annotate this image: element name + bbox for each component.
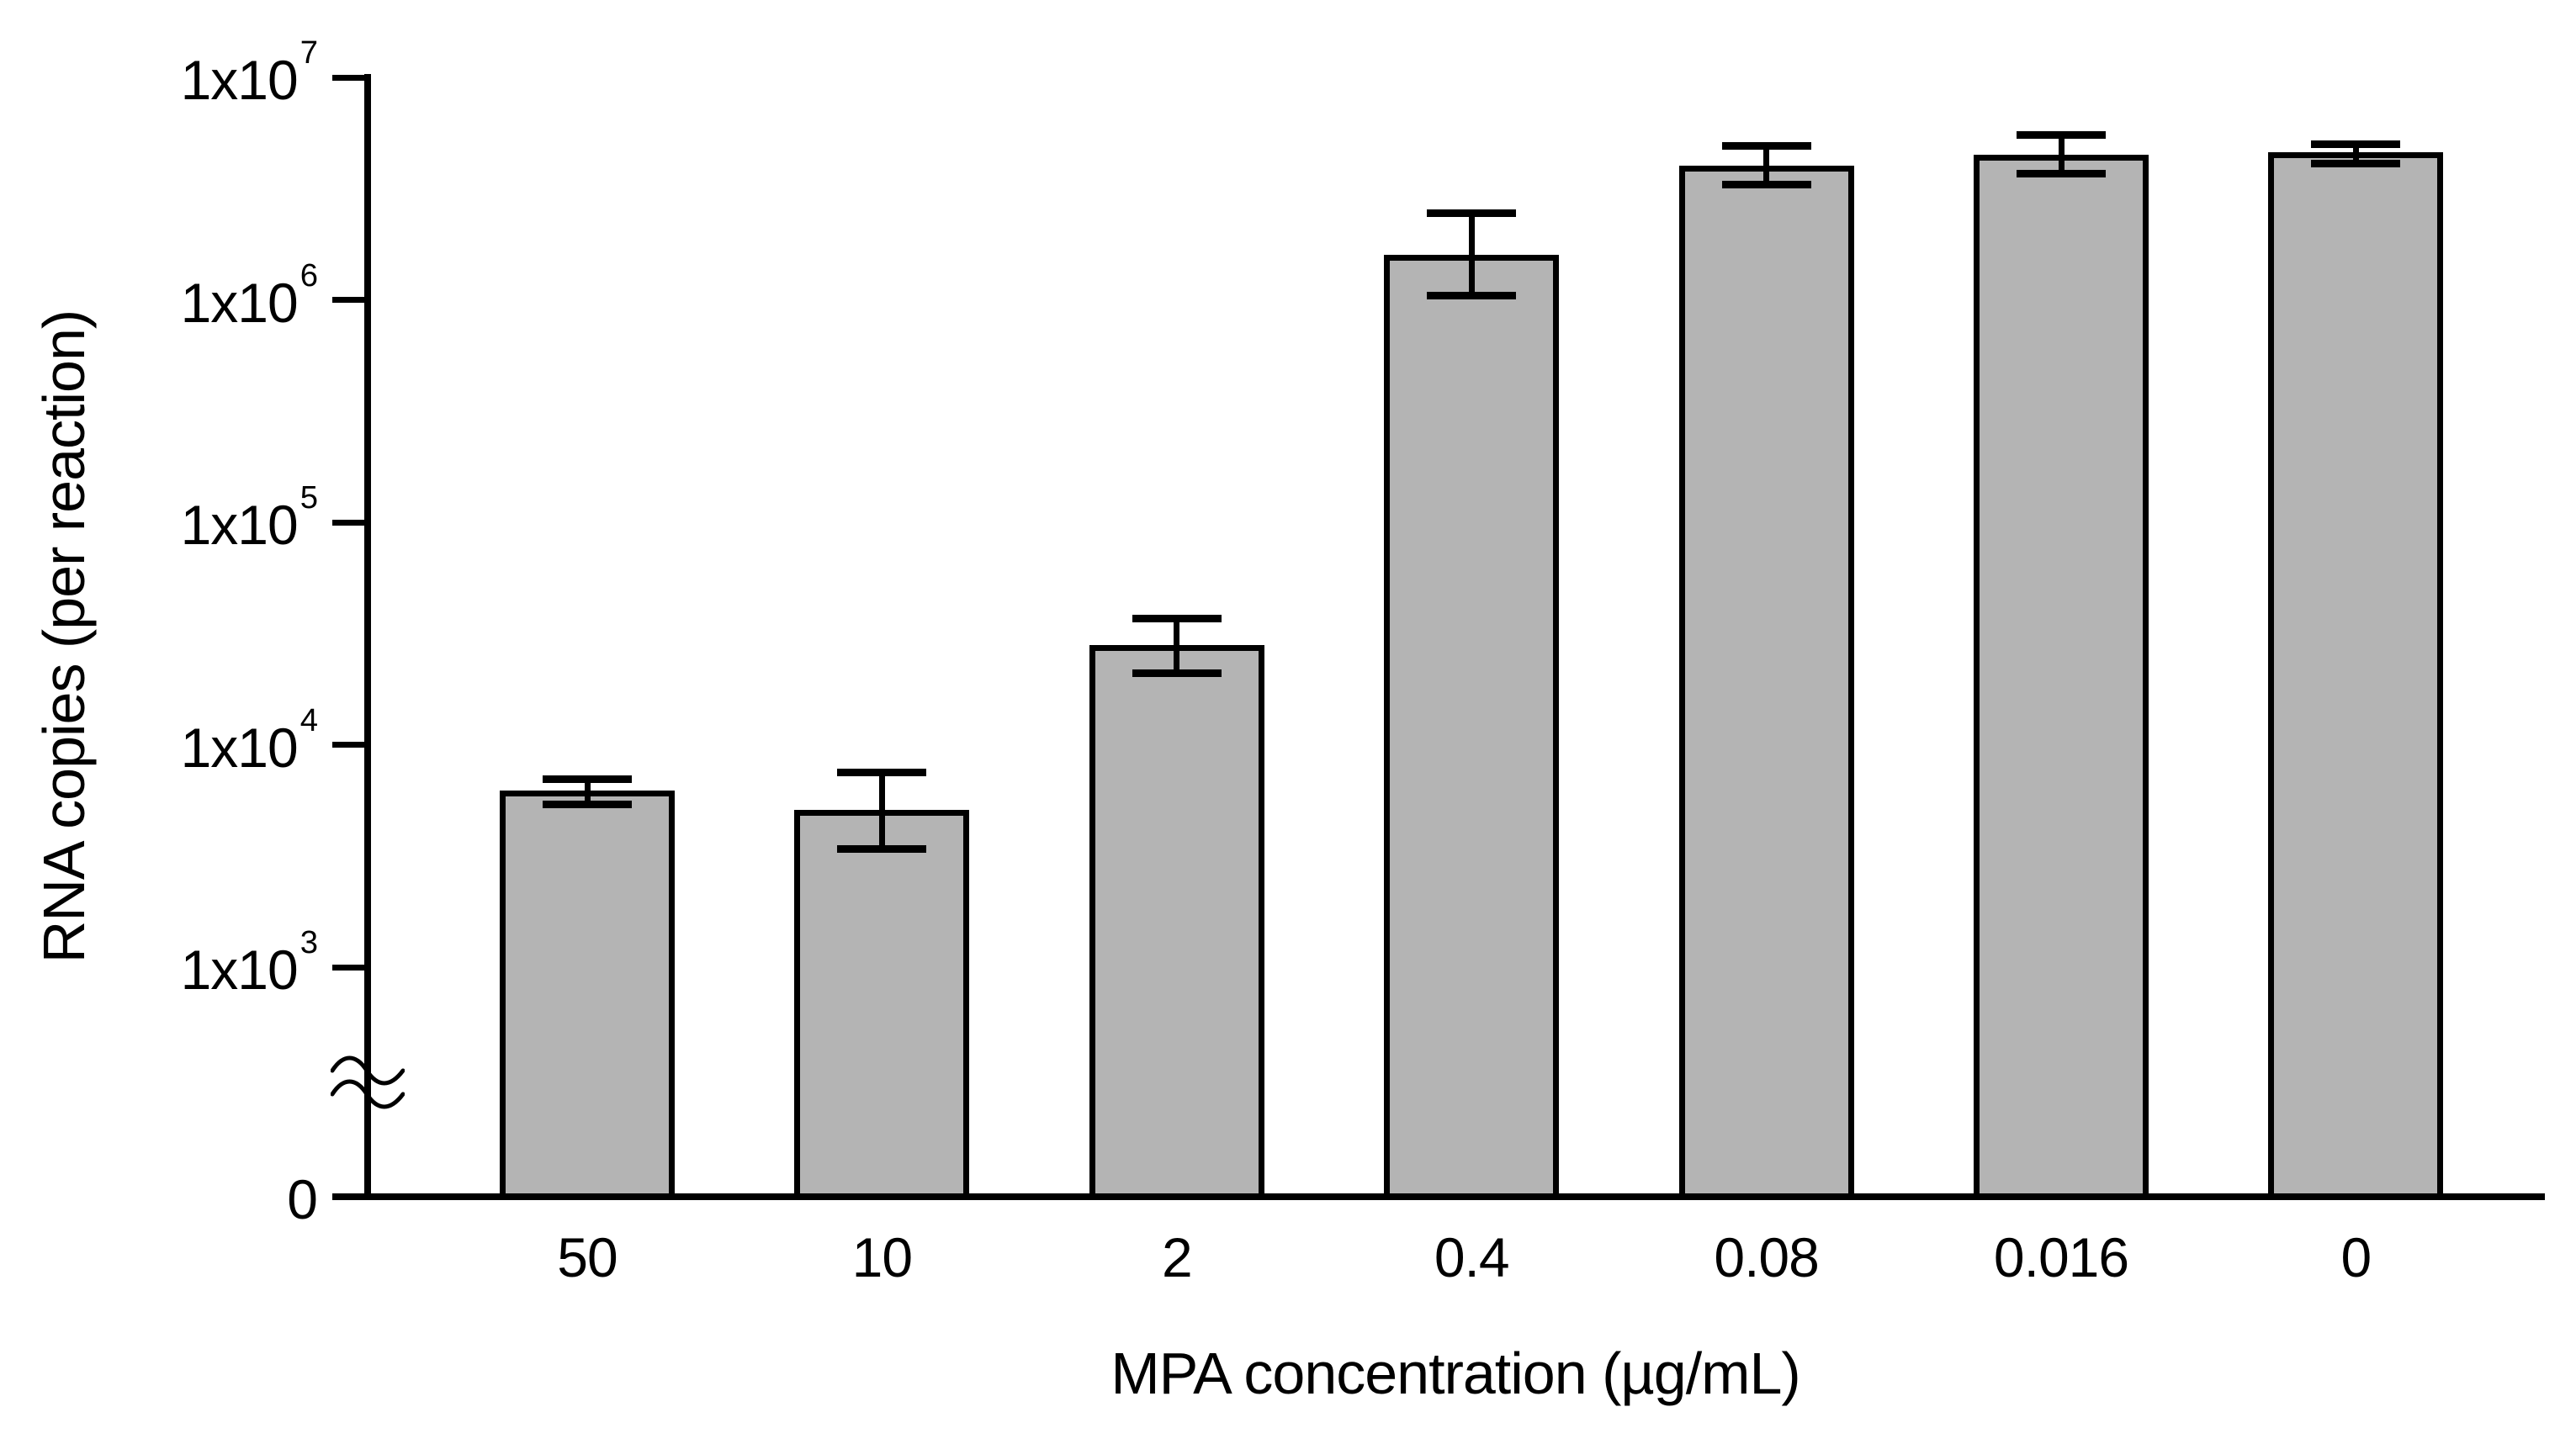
y-tick-label: 1x104	[180, 701, 318, 779]
y-tick	[332, 74, 368, 81]
x-tick-label: 10	[851, 1226, 913, 1288]
error-bar-cap-lower	[2311, 159, 2401, 167]
axis-break-icon	[330, 1054, 405, 1113]
bar-0.4	[1384, 254, 1560, 1200]
error-bar-stem	[584, 779, 591, 805]
y-tick-label: 1x105	[180, 479, 318, 556]
error-bar-cap-upper	[1721, 142, 1811, 151]
error-bar-cap-upper	[2311, 140, 2401, 149]
error-bar-cap-upper	[2017, 131, 2106, 140]
error-bar-cap-upper	[1427, 209, 1517, 218]
error-bar-cap-lower	[837, 844, 927, 853]
error-bar-cap-upper	[543, 775, 632, 783]
x-tick-label: 0	[2340, 1226, 2372, 1288]
bar-0	[2268, 152, 2444, 1200]
y-tick-label: 1x106	[180, 257, 318, 334]
x-tick-label: 0.016	[1993, 1226, 2129, 1288]
error-bar-cap-lower	[2017, 169, 2106, 177]
y-tick	[332, 964, 368, 971]
error-bar-cap-upper	[1132, 614, 1222, 622]
y-tick	[332, 297, 368, 303]
error-bar-stem	[1763, 145, 1770, 185]
x-tick-label: 50	[557, 1226, 617, 1288]
error-bar-stem	[878, 772, 885, 849]
bar-50	[500, 791, 675, 1200]
y-tick-label: 1x103	[180, 924, 318, 1001]
error-bar-stem	[2352, 144, 2359, 164]
y-tick-exponent: 7	[299, 34, 318, 71]
error-bar-stem	[2058, 135, 2065, 174]
error-bar-cap-lower	[543, 800, 632, 808]
error-bar-cap-lower	[1721, 180, 1811, 188]
bar-0.08	[1678, 166, 1854, 1200]
y-tick-exponent: 6	[299, 257, 318, 294]
error-bar-cap-upper	[837, 769, 927, 777]
y-tick-exponent: 5	[299, 479, 318, 516]
y-tick-exponent: 4	[299, 701, 318, 738]
x-axis-line	[332, 1193, 2545, 1200]
y-zero-label: 0	[287, 1168, 318, 1230]
y-axis-line	[364, 74, 371, 1200]
y-tick	[332, 742, 368, 748]
error-bar-cap-lower	[1132, 669, 1222, 677]
bar-10	[794, 809, 970, 1200]
x-tick-label: 2	[1161, 1226, 1193, 1288]
y-tick-exponent: 3	[299, 924, 318, 961]
x-tick-label: 0.4	[1434, 1226, 1510, 1288]
x-axis-title: MPA concentration (µg/mL)	[1110, 1341, 1800, 1406]
bar-2	[1089, 645, 1264, 1200]
bar-0.016	[1974, 154, 2149, 1200]
error-bar-cap-lower	[1427, 292, 1517, 300]
x-tick-label: 0.08	[1714, 1226, 1819, 1288]
y-tick-label: 1x107	[180, 34, 318, 111]
error-bar-stem	[1468, 213, 1475, 296]
y-tick	[332, 519, 368, 526]
error-bar-stem	[1174, 618, 1180, 674]
y-axis-title: RNA copies (per reaction)	[31, 309, 97, 964]
